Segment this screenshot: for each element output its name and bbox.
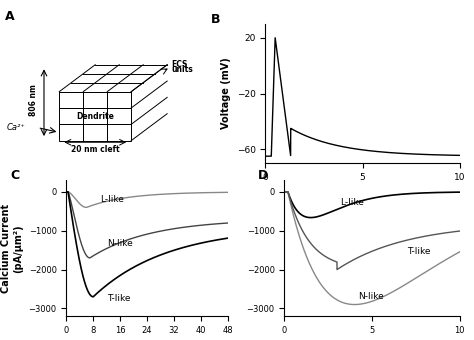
X-axis label: Time (msec): Time (msec) <box>329 187 396 198</box>
Text: 806 nm: 806 nm <box>28 84 37 116</box>
Y-axis label: Calcium Current
(pA/μm²): Calcium Current (pA/μm²) <box>1 204 23 293</box>
Text: units: units <box>172 65 193 74</box>
Text: T-like: T-like <box>107 294 130 303</box>
Text: N-like: N-like <box>107 239 132 248</box>
Y-axis label: Voltage (mV): Voltage (mV) <box>221 57 231 130</box>
Text: B: B <box>211 13 220 26</box>
Text: L-like: L-like <box>340 199 365 207</box>
Text: N-like: N-like <box>358 292 384 301</box>
Text: T-like: T-like <box>407 247 431 256</box>
Text: L-like: L-like <box>100 194 124 204</box>
Text: Ca²⁺: Ca²⁺ <box>6 123 25 132</box>
Text: 20 nm cleft: 20 nm cleft <box>71 145 119 154</box>
Text: C: C <box>10 169 19 182</box>
Text: A: A <box>5 10 14 23</box>
Text: Dendrite: Dendrite <box>76 112 114 121</box>
Text: ECS: ECS <box>172 60 188 69</box>
Text: D: D <box>258 169 268 182</box>
